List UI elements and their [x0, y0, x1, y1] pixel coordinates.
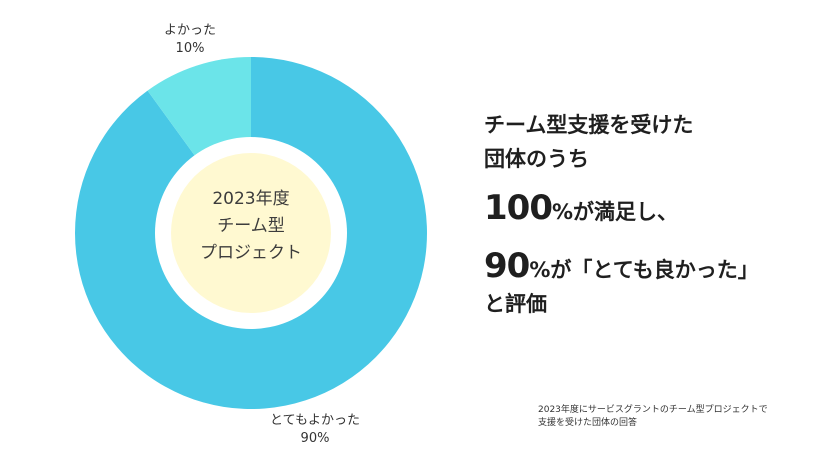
very-good-text: %が「とても良かった」 — [529, 258, 759, 282]
headline-lead-line: 団体のうち — [484, 147, 589, 171]
very-good-number: 90 — [484, 246, 530, 286]
slice-name: よかった — [163, 23, 216, 38]
slice-label-yokatta: よかった 10% — [145, 22, 235, 58]
headline: チーム型支援を受けた 団体のうち 100%が満足し、 90%が「とても良かった」… — [484, 108, 824, 318]
center-line: プロジェクト — [200, 243, 302, 263]
satisfied-number: 100 — [484, 188, 553, 228]
headline-satisfied: 100%が満足し、 — [484, 188, 824, 228]
slice-value: 10% — [175, 41, 205, 56]
slice-value: 90% — [300, 431, 330, 446]
slice-label-totemo-yokatta: とてもよかった 90% — [255, 412, 375, 448]
center-line: チーム型 — [217, 216, 285, 236]
satisfied-text: %が満足し、 — [551, 200, 679, 224]
headline-lead-line: チーム型支援を受けた — [484, 113, 694, 137]
note-line: 支援を受けた団体の回答 — [538, 418, 638, 428]
source-note: 2023年度にサービスグラントのチーム型プロジェクトで 支援を受けた団体の回答 — [538, 404, 828, 430]
slice-name: とてもよかった — [270, 413, 360, 428]
headline-lead: チーム型支援を受けた 団体のうち — [484, 108, 824, 176]
headline-very-good: 90%が「とても良かった」 — [484, 246, 824, 286]
center-line: 2023年度 — [212, 189, 290, 209]
donut-center-label: 2023年度 チーム型 プロジェクト — [191, 186, 311, 267]
donut-center-circle — [171, 153, 331, 313]
headline-evaluation: と評価 — [484, 292, 547, 316]
note-line: 2023年度にサービスグラントのチーム型プロジェクトで — [538, 405, 768, 415]
